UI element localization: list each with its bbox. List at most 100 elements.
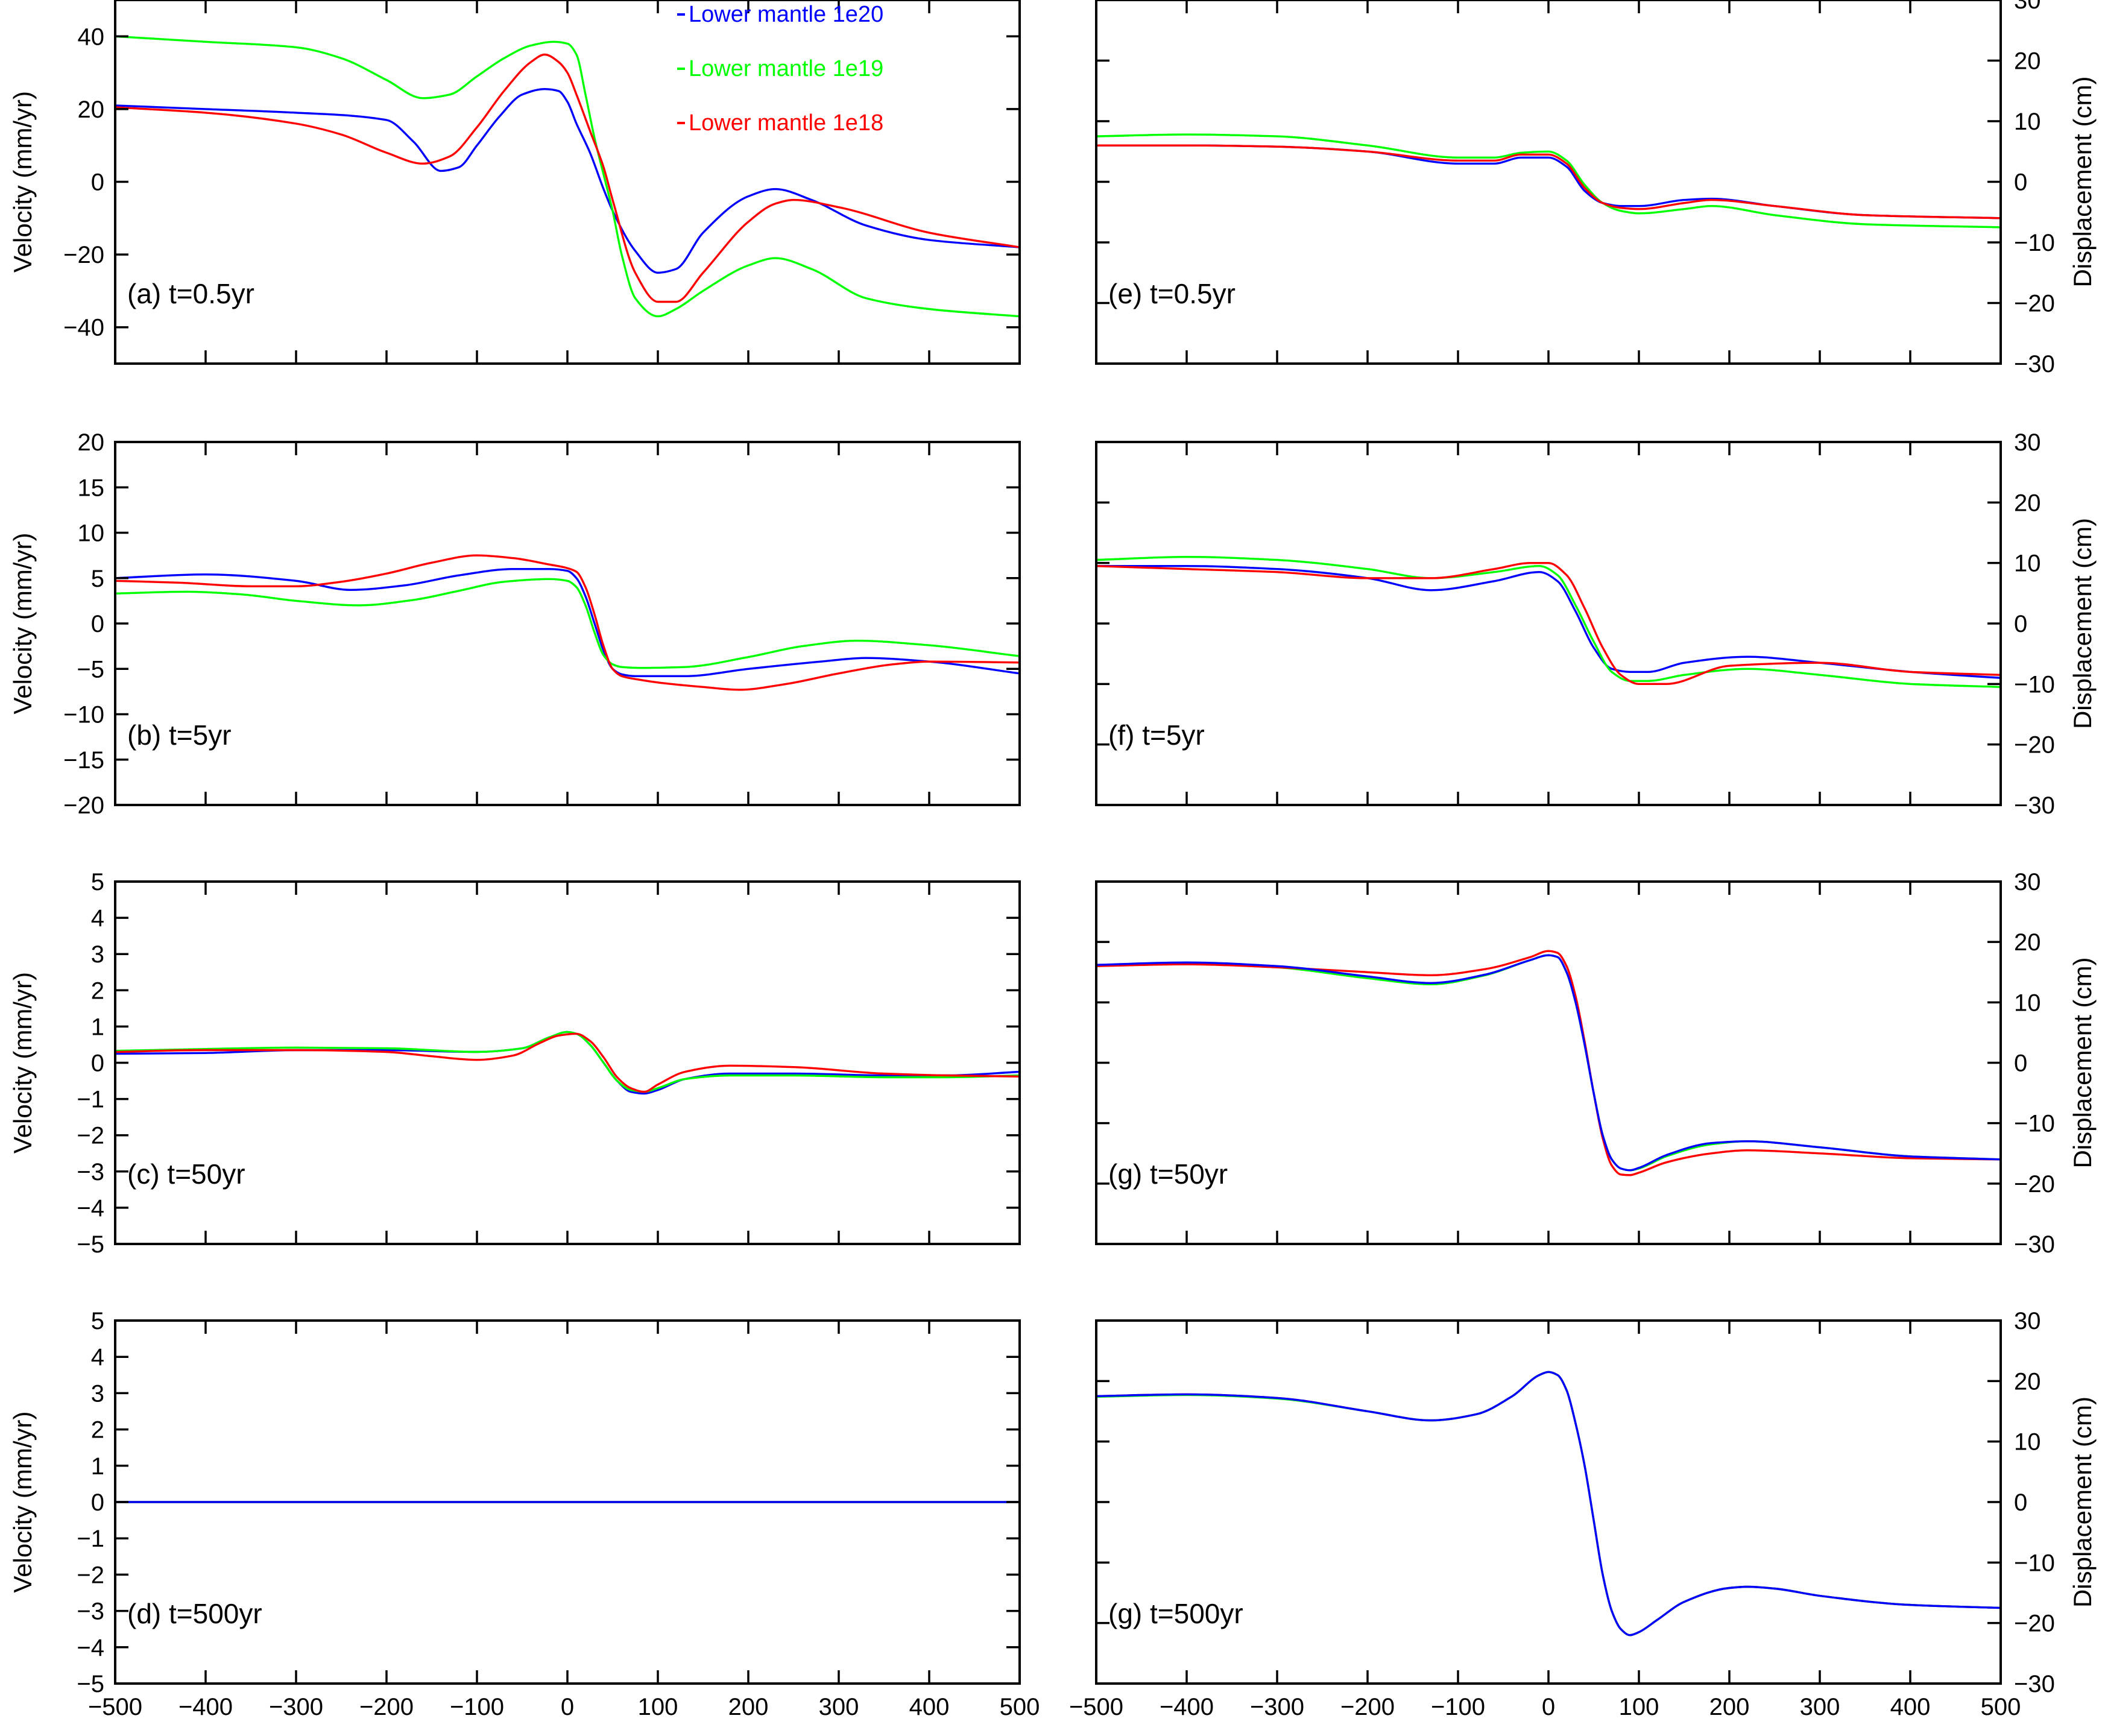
series-line-f-2 — [1096, 562, 2001, 686]
series-line-g-2 — [1096, 954, 2001, 1172]
panel-label: (d) t=500yr — [127, 1598, 262, 1629]
y-tick-label: 0 — [91, 611, 104, 637]
y-tick-label: 30 — [2014, 1308, 2041, 1334]
y-axis-label: Velocity (mm/yr) — [8, 972, 37, 1154]
series-line-b-0 — [115, 568, 1020, 678]
y-tick-label: −10 — [2014, 1550, 2055, 1576]
y-tick-label: 20 — [2014, 490, 2041, 516]
y-tick-label: −15 — [63, 747, 104, 774]
y-tick-label: −10 — [2014, 1111, 2055, 1137]
series-group — [1096, 555, 2001, 688]
y-axis-label: Velocity (mm/yr) — [8, 532, 37, 714]
y-tick-label: 10 — [2014, 109, 2041, 135]
y-tick-label: −20 — [2014, 1171, 2055, 1198]
y-tick-label: 20 — [2014, 1368, 2041, 1395]
y-tick-label: 5 — [91, 1308, 104, 1334]
y-tick-label: 0 — [91, 1489, 104, 1516]
y-tick-label: 10 — [2014, 1429, 2041, 1456]
plot-frame — [114, 441, 1021, 806]
y-tick-label: 3 — [91, 1380, 104, 1407]
x-tick-label: 0 — [1542, 1694, 1555, 1720]
y-tick-label: 1 — [91, 1014, 104, 1040]
series-group — [1096, 1371, 2001, 1637]
panel-label: (e) t=0.5yr — [1108, 278, 1236, 309]
series-line-g-0 — [1096, 954, 2001, 1172]
y-tick-label: 0 — [2014, 1050, 2027, 1077]
series-line-f-1 — [1096, 555, 2001, 688]
series-line-b-1 — [115, 578, 1020, 669]
x-tick-label: −400 — [1160, 1694, 1214, 1720]
x-tick-label: 0 — [561, 1694, 574, 1720]
y-tick-label: 20 — [78, 96, 105, 123]
x-tick-label: −200 — [1340, 1694, 1395, 1720]
x-tick-label: 500 — [1981, 1694, 2021, 1720]
series-group — [115, 35, 1020, 318]
y-tick-label: 0 — [91, 169, 104, 196]
panel-label: (f) t=5yr — [1108, 719, 1205, 751]
panel-label: (c) t=50yr — [127, 1158, 245, 1190]
y-tick-label: 3 — [91, 941, 104, 968]
series-line-e-2 — [1096, 144, 2001, 219]
y-tick-label: −1 — [77, 1526, 104, 1552]
y-tick-label: −20 — [63, 242, 104, 268]
plot-frame — [1095, 441, 2002, 806]
y-tick-label: 20 — [2014, 929, 2041, 956]
series-line-b-2 — [115, 554, 1020, 691]
y-tick-label: −2 — [77, 1562, 104, 1588]
y-tick-label: −10 — [63, 702, 104, 728]
y-tick-label: −4 — [77, 1195, 104, 1222]
y-tick-label: −30 — [2014, 351, 2055, 377]
y-tick-label: −2 — [77, 1123, 104, 1149]
y-tick-label: 4 — [91, 905, 104, 932]
y-tick-label: −20 — [2014, 291, 2055, 317]
x-tick-label: 400 — [1890, 1694, 1931, 1720]
series-line-c-0 — [115, 1031, 1020, 1095]
y-axis-label: Displacement (cm) — [2068, 518, 2097, 729]
series-line-e-0 — [1096, 144, 2001, 219]
panel-e: −30 −20 −10 0 10 20 30 Displacement (cm) (e) t=0… — [1095, 0, 2097, 377]
y-tick-label: 10 — [78, 520, 105, 547]
panel-label: (b) t=5yr — [127, 719, 232, 751]
panel-d: −500 −400 −300 −200 −100 0 100 200 300 400 500 −5 −4… — [8, 1308, 1040, 1720]
x-tick-label: −500 — [88, 1694, 142, 1720]
panel-g: −30 −20 −10 0 10 20 30 Displacement (cm) (g) t=5… — [1095, 869, 2097, 1258]
y-tick-label: 0 — [91, 1050, 104, 1077]
y-tick-label: −10 — [2014, 230, 2055, 256]
y-tick-label: 10 — [2014, 551, 2041, 577]
series-group — [1096, 950, 2001, 1176]
series-line-f-0 — [1096, 564, 2001, 679]
y-tick-label: 30 — [2014, 0, 2041, 14]
series-group — [115, 1031, 1020, 1095]
y-tick-label: 1 — [91, 1453, 104, 1480]
panel-c: −5 −4 −3 −2 −1 0 1 2 3 4 5 Velocity (mm/yr) (c) t=50… — [8, 869, 1021, 1258]
panel-label: (g) t=500yr — [1108, 1598, 1243, 1629]
x-tick-label: 100 — [1619, 1694, 1659, 1720]
series-line-g2-2 — [1096, 1371, 2001, 1637]
y-tick-label: −5 — [77, 656, 104, 683]
legend-entry: Lower mantle 1e18 — [689, 110, 883, 136]
x-tick-label: 500 — [1000, 1694, 1040, 1720]
y-tick-label: 5 — [91, 566, 104, 592]
y-axis-label: Velocity (mm/yr) — [8, 91, 37, 273]
y-tick-label: −30 — [2014, 1231, 2055, 1258]
series-line-g2-1 — [1096, 1371, 2001, 1637]
y-tick-label: −5 — [77, 1231, 104, 1258]
y-axis-label: Velocity (mm/yr) — [8, 1411, 37, 1592]
y-tick-label: −10 — [2014, 671, 2055, 698]
y-tick-label: −3 — [77, 1599, 104, 1625]
x-tick-label: −400 — [178, 1694, 233, 1720]
y-tick-label: 30 — [2014, 869, 2041, 895]
y-tick-label: −5 — [77, 1671, 104, 1697]
y-tick-label: 2 — [91, 977, 104, 1004]
legend-entry: Lower mantle 1e19 — [689, 56, 883, 81]
x-tick-label: −500 — [1069, 1694, 1123, 1720]
y-tick-label: 15 — [78, 475, 105, 501]
y-tick-label: 0 — [2014, 169, 2027, 196]
series-group — [115, 554, 1020, 691]
x-tick-label: −300 — [269, 1694, 323, 1720]
series-line-g-1 — [1096, 950, 2001, 1176]
y-tick-label: 40 — [78, 24, 105, 50]
x-tick-label: −100 — [1431, 1694, 1485, 1720]
series-line-c-1 — [115, 1031, 1020, 1093]
y-axis-label: Displacement (cm) — [2068, 1397, 2097, 1608]
